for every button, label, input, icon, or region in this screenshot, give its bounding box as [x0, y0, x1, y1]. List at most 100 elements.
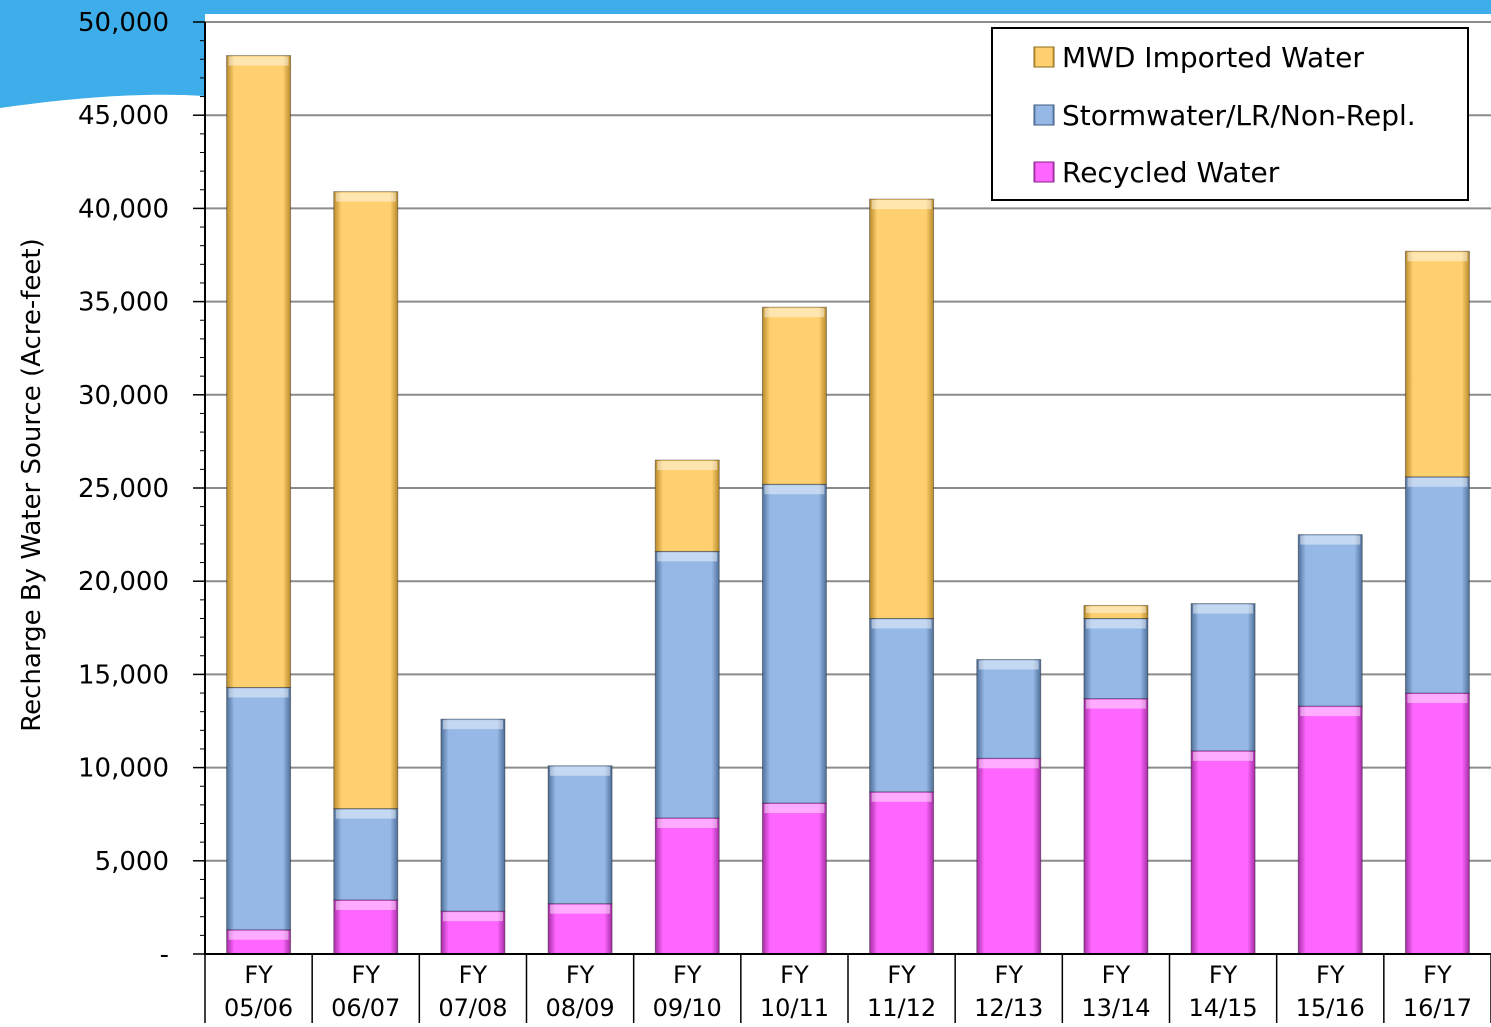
x-tick-label-line2: 16/17 — [1403, 994, 1472, 1022]
bar-bevel-mwd — [335, 192, 396, 202]
y-tick-label: 25,000 — [78, 474, 169, 504]
bar-bevel-stormwater — [657, 552, 718, 562]
bar-segment-mwd — [1404, 250, 1470, 478]
bar-bevel-recycled — [550, 904, 611, 914]
bar-segment-recycled — [226, 929, 292, 955]
legend-label-stormwater: Stormwater/LR/Non-Repl. — [1062, 99, 1416, 132]
bar-body-mwd — [869, 198, 935, 619]
bar-segment-stormwater — [761, 483, 827, 804]
y-tick-label: 20,000 — [78, 567, 169, 597]
bar-bevel-stormwater — [764, 485, 825, 495]
bar-segment-stormwater — [440, 718, 506, 912]
x-axis: FY 05/06 FY 06/07 FY 07/08 FY 08/09 FY 09/10 FY 10/… — [204, 953, 1491, 1023]
bar-body-mwd — [1083, 604, 1149, 619]
x-tick-label-line2: 10/11 — [760, 994, 829, 1022]
bar-bevel-recycled — [978, 759, 1039, 769]
x-tick-label-line1: FY — [1316, 961, 1345, 989]
x-tick-label-line2: 13/14 — [1081, 994, 1150, 1022]
bar-segment-recycled — [654, 817, 720, 955]
y-tick-label: 40,000 — [78, 194, 169, 224]
bar-segment-stormwater — [226, 686, 292, 931]
bar-body-stormwater — [1404, 476, 1470, 694]
bar-bevel-stormwater — [1300, 535, 1361, 545]
bar-body-stormwater — [547, 765, 613, 905]
bar-segment-mwd — [333, 191, 399, 810]
bar-bevel-recycled — [228, 930, 289, 940]
bar-body-recycled — [547, 903, 613, 955]
y-tick-label: 30,000 — [78, 381, 169, 411]
x-tick-label-line2: 12/13 — [974, 994, 1043, 1022]
x-tick-label-line1: FY — [673, 961, 702, 989]
bar-body-stormwater — [976, 658, 1042, 759]
bar-body-stormwater — [654, 550, 720, 819]
bar-bevel-stormwater — [871, 619, 932, 629]
bar-segment-stormwater — [1297, 534, 1363, 707]
bar-body-stormwater — [440, 718, 506, 912]
bar-segment-recycled — [761, 802, 827, 955]
bar-body-recycled — [440, 910, 506, 955]
x-tick-label-line2: 09/10 — [653, 994, 722, 1022]
x-tick-label-line1: FY — [1423, 961, 1452, 989]
legend-label-recycled: Recycled Water — [1062, 156, 1280, 189]
y-tick-label: 45,000 — [78, 101, 169, 131]
bar-segment-stormwater — [654, 550, 720, 819]
y-axis-title: Recharge By Water Source (Acre-feet) — [17, 238, 47, 732]
bar-bevel-recycled — [442, 912, 503, 922]
bar-body-stormwater — [333, 808, 399, 901]
bar-segment-recycled — [1083, 698, 1149, 955]
bar-bevel-recycled — [1085, 699, 1146, 709]
y-tick-label: 10,000 — [78, 754, 169, 784]
legend-item-mwd: MWD Imported Water — [1033, 41, 1364, 74]
bar-bevel-stormwater — [335, 809, 396, 819]
x-tick-label-line1: FY — [887, 961, 916, 989]
x-tick-label-line2: 06/07 — [331, 994, 400, 1022]
x-tick-label-line2: 08/09 — [545, 994, 614, 1022]
bar-body-recycled — [1190, 750, 1256, 955]
x-tick-label-line2: 05/06 — [224, 994, 293, 1022]
bar-body-stormwater — [869, 617, 935, 793]
bar-bevel-mwd — [228, 56, 289, 66]
bar-bevel-mwd — [764, 308, 825, 318]
y-tick-label: - — [160, 940, 169, 970]
bar-segment-mwd — [761, 306, 827, 485]
legend: MWD Imported Water Stormwater/LR/Non-Rep… — [991, 27, 1469, 201]
bar-body-recycled — [654, 817, 720, 955]
bar-bevel-recycled — [335, 900, 396, 910]
bar-segment-recycled — [1297, 705, 1363, 955]
bar-body-recycled — [1297, 705, 1363, 955]
x-tick-label-line1: FY — [459, 961, 488, 989]
bar-bevel-recycled — [657, 818, 718, 828]
bar-segment-recycled — [976, 757, 1042, 955]
bar-body-mwd — [761, 306, 827, 485]
legend-box — [991, 27, 1469, 201]
bar-body-stormwater — [226, 686, 292, 931]
bar-body-stormwater — [761, 483, 827, 804]
x-tick-label-line1: FY — [352, 961, 381, 989]
bar-segment-mwd — [654, 459, 720, 552]
y-axis: - 5,000 10,000 15,000 20,000 25,000 30,000 35,0… — [78, 8, 206, 970]
x-tick-label-line2: 11/12 — [867, 994, 936, 1022]
bar-body-recycled — [761, 802, 827, 955]
bar-segment-recycled — [547, 903, 613, 955]
legend-swatch-stormwater — [1033, 104, 1055, 126]
bar-bevel-stormwater — [1193, 604, 1254, 614]
bar-segment-recycled — [333, 899, 399, 955]
bar-body-stormwater — [1083, 617, 1149, 700]
legend-label-mwd: MWD Imported Water — [1062, 41, 1364, 74]
bar-segment-stormwater — [1404, 476, 1470, 694]
bar-bevel-mwd — [871, 200, 932, 210]
bar-segment-stormwater — [333, 808, 399, 901]
bar-segment-recycled — [869, 791, 935, 955]
bar-body-mwd — [333, 191, 399, 810]
bar-segment-stormwater — [869, 617, 935, 793]
bar-bevel-stormwater — [1407, 477, 1468, 487]
x-tick-label-line1: FY — [1102, 961, 1131, 989]
bar-bevel-recycled — [1407, 694, 1468, 704]
bar-bevel-recycled — [1193, 751, 1254, 761]
legend-swatch-mwd — [1033, 46, 1055, 68]
x-tick-label-line2: 07/08 — [438, 994, 507, 1022]
bar-body-recycled — [1083, 698, 1149, 955]
bar-bevel-stormwater — [978, 660, 1039, 670]
bar-body-mwd — [654, 459, 720, 552]
